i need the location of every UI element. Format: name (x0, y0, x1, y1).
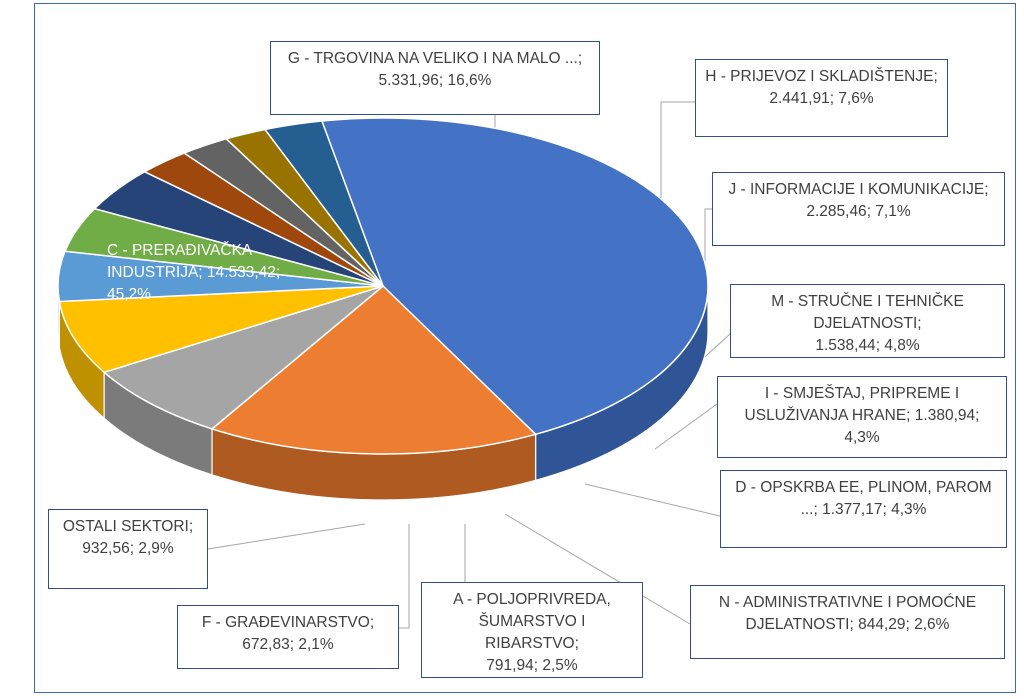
pie-slice-g (210, 284, 538, 455)
data-label-h: H - PRIJEVOZ I SKLADIŠTENJE; 2.441,91; 7,… (695, 59, 948, 137)
pie-slice-j (58, 285, 384, 374)
pie-slice-h (102, 285, 384, 430)
data-label-d: D - OPSKRBA EE, PLINOM, PAROM ...; 1.377… (720, 470, 1007, 548)
data-label-a: A - POLJOPRIVREDA, ŠUMARSTVO I RIBARSTVO… (421, 582, 643, 678)
leader-lines (207, 101, 731, 629)
data-label-f: F - GRAĐEVINARSTVO; 672,83; 2,1% (177, 605, 399, 669)
leader-line (660, 101, 695, 224)
pie-slice-ostali (263, 120, 384, 287)
data-label-g: G - TRGOVINA NA VELIKO I NA MALO ...; 5.3… (270, 41, 600, 115)
data-label-n: N - ADMINISTRATIVNE I POMOĆNE DJELATNOST… (690, 585, 1005, 659)
data-label-j: J - INFORMACIJE I KOMUNIKACIJE; 2.285,46;… (712, 172, 1005, 246)
pie-tops (57, 117, 709, 455)
leader-line (654, 403, 718, 450)
leader-line (399, 524, 410, 629)
leader-line (504, 513, 691, 625)
data-label-m: M - STRUČNE I TEHNIČKE DJELATNOSTI; 1.538… (730, 284, 1005, 358)
leader-line (584, 483, 721, 517)
chart-frame: C - PRERAĐIVAČKA INDUSTRIJA; 14.533,42; 4… (34, 3, 1016, 693)
pie-sides (57, 285, 709, 501)
data-label-i: I - SMJEŠTAJ, PRIPREME I USLUŽIVANJA HRA… (717, 376, 1007, 458)
pie-slice-c (320, 117, 709, 436)
data-label-c: C - PRERAĐIVAČKA INDUSTRIJA; 14.533,42; 4… (107, 242, 281, 303)
data-label-ostali: OSTALI SEKTORI; 932,56; 2,9% (48, 509, 208, 589)
leader-line (207, 523, 366, 550)
pie-chart (57, 101, 731, 629)
